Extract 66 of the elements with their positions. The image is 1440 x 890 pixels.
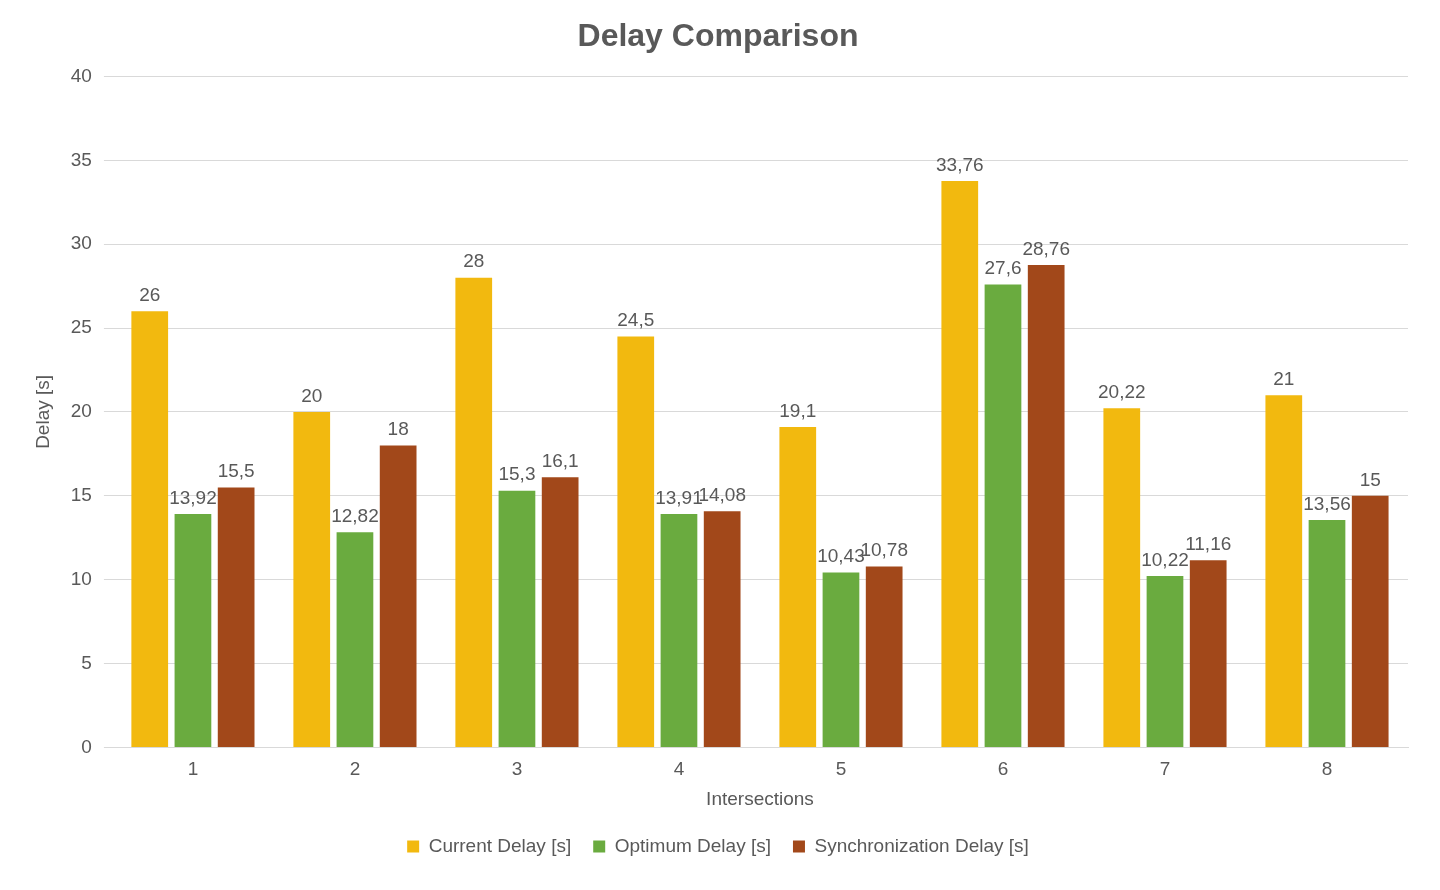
bar [217,487,255,747]
x-tick-label: 6 [997,758,1009,780]
legend-label: Optimum Delay [s] [614,834,771,856]
bar [1308,519,1346,747]
bar [941,181,979,747]
data-label: 12,82 [331,505,379,527]
y-tick-label: 30 [70,232,92,254]
y-tick-label: 0 [81,735,92,757]
x-axis-title: Intersections [706,787,814,809]
bar [174,513,212,747]
x-tick-label: 3 [511,758,523,780]
data-label: 20 [301,384,323,406]
bar [822,572,860,747]
data-label: 15,3 [498,463,536,485]
data-label: 20,22 [1098,380,1146,402]
data-label: 16,1 [541,450,579,472]
x-tick-label: 7 [1159,758,1171,780]
bar [336,532,374,747]
bar [703,511,741,747]
legend-label: Synchronization Delay [s] [814,834,1029,856]
bar [1351,495,1389,747]
data-label: 13,56 [1303,492,1351,514]
bar [779,427,817,747]
data-label: 28 [463,250,485,272]
data-label: 18 [387,418,409,440]
x-tick-label: 2 [349,758,361,780]
bar [1146,575,1184,747]
data-label: 21 [1273,367,1295,389]
y-tick-label: 15 [70,484,92,506]
bar [660,514,698,747]
data-label: 11,16 [1185,532,1232,554]
data-label: 19,1 [779,399,817,421]
data-label: 28,76 [1022,237,1070,259]
x-tick-label: 8 [1321,758,1333,780]
legend-label: Current Delay [s] [428,834,572,856]
data-label: 26 [139,283,161,305]
bar [498,490,536,747]
bar [293,411,331,747]
y-axis-title: Delay [s] [31,374,53,449]
bar [984,284,1022,747]
bar [1027,264,1065,747]
y-tick-label: 10 [70,567,92,589]
x-tick-label: 4 [673,758,685,780]
y-tick-label: 5 [81,651,92,673]
x-tick-label: 1 [187,758,199,780]
bar [541,477,579,747]
bar [455,277,493,747]
bar [617,336,655,747]
data-label: 15 [1359,468,1381,490]
bar [865,566,903,747]
bar [379,445,417,747]
bar [1189,560,1227,747]
data-label: 15,5 [217,460,255,482]
bar [1103,408,1141,747]
data-label: 33,76 [936,153,984,175]
x-tick-label: 5 [835,758,847,780]
y-tick-label: 25 [70,316,92,338]
chart-title: Delay Comparison [577,17,859,54]
bar [1265,395,1303,747]
data-label: 13,92 [169,486,217,508]
bar [131,311,169,747]
data-label: 27,6 [984,257,1022,279]
data-label: 24,5 [617,309,655,331]
y-tick-label: 40 [70,64,92,86]
y-tick-label: 20 [70,400,92,422]
y-tick-label: 35 [70,148,92,170]
